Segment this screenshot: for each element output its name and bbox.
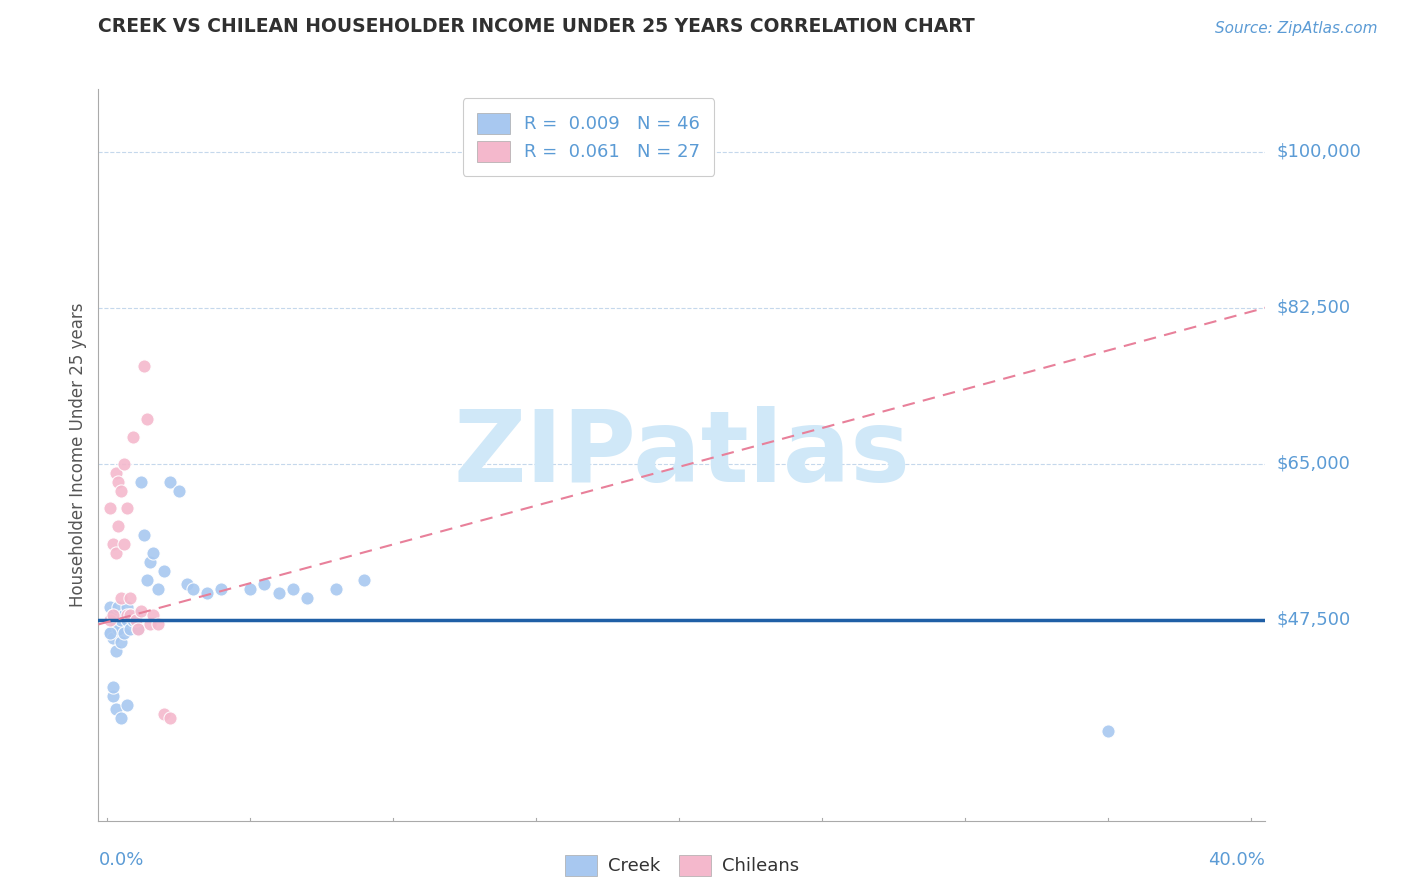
- Point: [112, 457, 135, 471]
- Point: [98, 613, 121, 627]
- Point: [104, 702, 127, 716]
- Point: [110, 711, 132, 725]
- Point: [101, 608, 124, 623]
- Point: [139, 617, 162, 632]
- Point: [131, 475, 153, 489]
- Y-axis label: Householder Income Under 25 years: Householder Income Under 25 years: [69, 302, 87, 607]
- Text: $82,500: $82,500: [1277, 299, 1351, 317]
- Point: [281, 582, 304, 596]
- Point: [134, 359, 156, 373]
- Point: [118, 591, 141, 605]
- Text: ZIPatlas: ZIPatlas: [454, 407, 910, 503]
- Point: [353, 573, 375, 587]
- Point: [239, 582, 262, 596]
- Point: [121, 430, 143, 444]
- Point: [107, 599, 129, 614]
- Point: [101, 689, 124, 703]
- Point: [98, 626, 121, 640]
- Point: [118, 608, 141, 623]
- Point: [112, 608, 135, 623]
- Point: [124, 608, 146, 623]
- Point: [297, 591, 319, 605]
- Point: [107, 622, 129, 636]
- Point: [267, 586, 290, 600]
- Point: [159, 475, 181, 489]
- Point: [115, 599, 138, 614]
- Point: [253, 577, 276, 591]
- Point: [115, 608, 138, 623]
- Point: [101, 608, 124, 623]
- Point: [153, 564, 176, 578]
- Point: [167, 483, 190, 498]
- Point: [148, 582, 170, 596]
- Point: [121, 613, 143, 627]
- Point: [110, 613, 132, 627]
- Point: [136, 412, 159, 426]
- Point: [104, 466, 127, 480]
- Point: [115, 501, 138, 516]
- Point: [127, 622, 149, 636]
- Legend: R =  0.009   N = 46, R =  0.061   N = 27: R = 0.009 N = 46, R = 0.061 N = 27: [463, 98, 714, 176]
- Point: [110, 483, 132, 498]
- Point: [131, 604, 153, 618]
- Point: [195, 586, 218, 600]
- Point: [159, 711, 181, 725]
- Point: [101, 680, 124, 694]
- Text: $100,000: $100,000: [1277, 143, 1361, 161]
- Point: [118, 622, 141, 636]
- Point: [118, 608, 141, 623]
- Text: 40.0%: 40.0%: [1209, 851, 1265, 869]
- Point: [209, 582, 232, 596]
- Point: [112, 537, 135, 551]
- Point: [134, 528, 156, 542]
- Point: [325, 582, 347, 596]
- Text: 0.0%: 0.0%: [98, 851, 143, 869]
- Point: [112, 626, 135, 640]
- Point: [98, 599, 121, 614]
- Point: [139, 555, 162, 569]
- Point: [153, 706, 176, 721]
- Point: [104, 546, 127, 560]
- Point: [98, 626, 121, 640]
- Point: [101, 631, 124, 645]
- Point: [124, 613, 146, 627]
- Text: $47,500: $47,500: [1277, 611, 1351, 629]
- Point: [127, 622, 149, 636]
- Point: [148, 617, 170, 632]
- Point: [136, 573, 159, 587]
- Point: [176, 577, 198, 591]
- Point: [115, 698, 138, 712]
- Text: CREEK VS CHILEAN HOUSEHOLDER INCOME UNDER 25 YEARS CORRELATION CHART: CREEK VS CHILEAN HOUSEHOLDER INCOME UNDE…: [98, 17, 976, 36]
- Text: $65,000: $65,000: [1277, 455, 1350, 473]
- Point: [110, 635, 132, 649]
- Point: [181, 582, 204, 596]
- Point: [1097, 724, 1119, 739]
- Point: [101, 537, 124, 551]
- Point: [142, 608, 165, 623]
- Point: [104, 617, 127, 632]
- Point: [142, 546, 165, 560]
- Point: [115, 613, 138, 627]
- Point: [107, 475, 129, 489]
- Point: [104, 644, 127, 658]
- Point: [107, 519, 129, 533]
- Point: [110, 591, 132, 605]
- Text: Source: ZipAtlas.com: Source: ZipAtlas.com: [1215, 21, 1378, 36]
- Point: [98, 501, 121, 516]
